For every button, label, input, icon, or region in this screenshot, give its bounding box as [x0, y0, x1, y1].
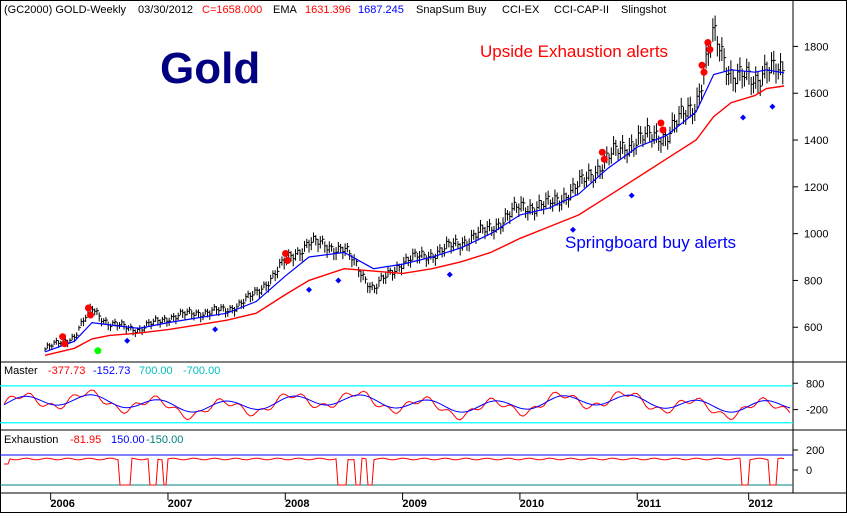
- springboard-buy-alert: [740, 114, 747, 121]
- master-line-blue: [3, 394, 791, 413]
- x-tick-label: 2011: [637, 498, 661, 510]
- master-value-4: -700.00: [183, 365, 220, 377]
- exhaustion-panel: 2000: [0, 445, 824, 486]
- springboard-buy-alert: [569, 226, 576, 233]
- upside-exhaustion-alert: [84, 304, 92, 312]
- master-y-tick-label: 800: [806, 378, 824, 390]
- x-tick-label: 2012: [748, 498, 772, 510]
- header-date: 03/30/2012: [138, 4, 193, 16]
- header-ema1: 1631.396: [305, 4, 351, 16]
- upside-exhaustion-alert: [284, 256, 292, 264]
- upside-exhaustion-alert: [282, 249, 290, 257]
- upside-exhaustion-alert: [700, 68, 708, 76]
- y-tick-label: 1800: [804, 41, 828, 53]
- header-indicator-2: CCI-EX: [502, 4, 540, 16]
- x-tick-label: 2007: [168, 498, 192, 510]
- springboard-buy-alert: [212, 326, 219, 333]
- x-tick-label: 2008: [285, 498, 309, 510]
- springboard-buy-alert: [124, 337, 131, 344]
- master-y-tick-label: -200: [806, 405, 828, 417]
- x-tick-label: 2009: [402, 498, 426, 510]
- header-ema-label: EMA: [273, 4, 298, 16]
- x-tick-label: 2010: [520, 498, 544, 510]
- exhaustion-value-3: -150.00: [146, 434, 183, 446]
- master-panel: 800 -200: [0, 378, 828, 424]
- springboard-buy-alert: [446, 271, 453, 278]
- price-y-ticks: 600 800 1000 1200 1400 1600 1800: [793, 41, 828, 334]
- springboard-buy-alert: [306, 286, 313, 293]
- ema-slow-line: [44, 85, 785, 356]
- upside-annotation: Upside Exhaustion alerts: [480, 42, 668, 61]
- alert-markers: [59, 39, 776, 355]
- exhaustion-y-tick-label: 200: [806, 445, 824, 457]
- upside-exhaustion-alert: [600, 155, 608, 163]
- y-tick-label: 600: [804, 322, 822, 334]
- x-tick-label: 2006: [50, 498, 74, 510]
- chart-title: Gold: [160, 44, 260, 93]
- upside-exhaustion-alert: [61, 340, 69, 348]
- header-indicator-1: SnapSum Buy: [416, 4, 487, 16]
- y-tick-label: 1200: [804, 182, 828, 194]
- special-alert: [94, 347, 102, 355]
- exhaustion-line: [4, 457, 785, 486]
- upside-exhaustion-alert: [86, 311, 94, 319]
- springboard-annotation: Springboard buy alerts: [565, 233, 736, 252]
- y-tick-label: 1600: [804, 88, 828, 100]
- master-value-3: 700.00: [139, 365, 173, 377]
- upside-exhaustion-alert: [659, 126, 667, 134]
- header-indicator-4: Slingshot: [621, 4, 666, 16]
- springboard-buy-alert: [769, 103, 776, 110]
- upside-exhaustion-alert: [657, 119, 665, 127]
- header-symbol: (GC2000) GOLD-Weekly: [4, 4, 127, 16]
- y-tick-label: 1400: [804, 135, 828, 147]
- header-indicator-3: CCI-CAP-II: [554, 4, 609, 16]
- header-close: C=1658.000: [202, 4, 262, 16]
- upside-exhaustion-alert: [59, 333, 67, 341]
- master-value-1: -377.73: [48, 365, 85, 377]
- ema-lines: [44, 69, 785, 356]
- upside-exhaustion-alert: [598, 148, 606, 156]
- upside-exhaustion-alert: [706, 46, 714, 54]
- exhaustion-value-2: 150.00: [111, 434, 145, 446]
- exhaustion-value-1: -81.95: [70, 434, 101, 446]
- springboard-buy-alert: [335, 277, 342, 284]
- exhaustion-label: Exhaustion: [4, 434, 58, 446]
- master-value-2: -152.73: [93, 365, 130, 377]
- y-tick-label: 800: [804, 275, 822, 287]
- upside-exhaustion-alert: [704, 39, 712, 47]
- upside-exhaustion-alert: [698, 61, 706, 69]
- springboard-buy-alert: [628, 192, 635, 199]
- y-tick-label: 1000: [804, 229, 828, 241]
- master-label: Master: [4, 365, 38, 377]
- exhaustion-y-tick-label: 0: [806, 465, 812, 477]
- ema-fast-line: [44, 69, 785, 353]
- header-ema2: 1687.245: [358, 4, 404, 16]
- x-axis-ticks: 2006 2007 2008 2009 2010 2011 2012: [50, 493, 773, 510]
